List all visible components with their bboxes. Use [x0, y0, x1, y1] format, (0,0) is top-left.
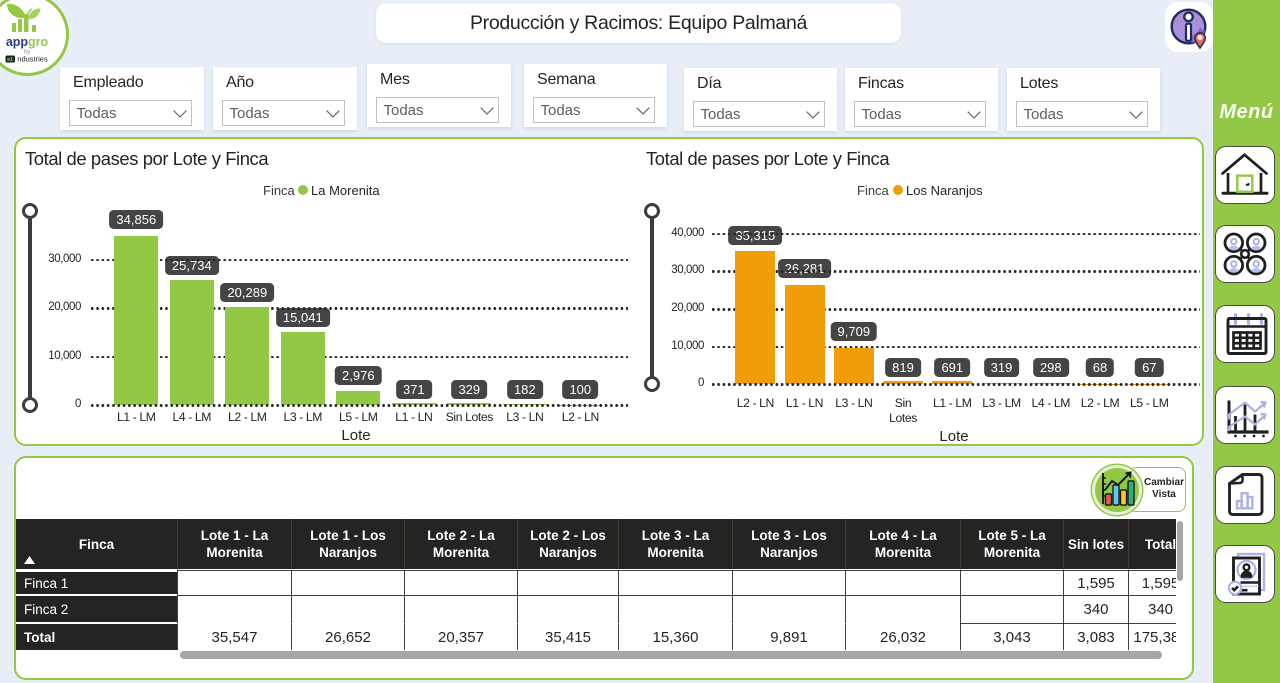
svg-text:e1: e1 [7, 57, 13, 63]
svg-text:ndustries: ndustries [17, 55, 48, 64]
svg-text:appgro: appgro [6, 35, 49, 49]
svg-text:by: by [24, 50, 30, 56]
